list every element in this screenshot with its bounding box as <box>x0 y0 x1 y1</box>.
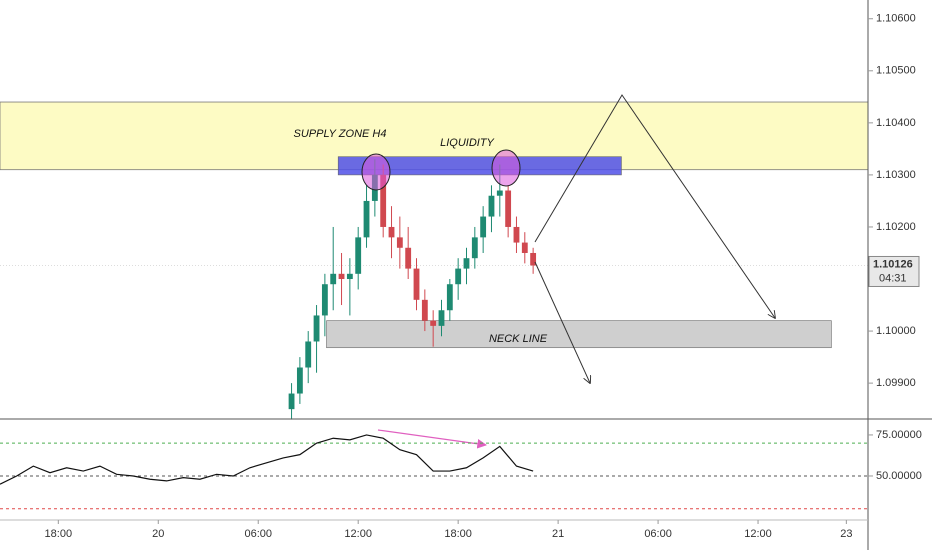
candle-body <box>455 268 462 285</box>
candle-body <box>338 273 345 280</box>
projection-arrow <box>534 261 590 383</box>
x-tick-label: 18:00 <box>45 528 73 540</box>
x-tick-label: 06:00 <box>644 528 672 540</box>
x-tick-label: 12:00 <box>744 528 772 540</box>
x-tick-label: 18:00 <box>444 528 472 540</box>
x-tick-label: 06:00 <box>244 528 272 540</box>
zone <box>337 156 622 176</box>
candle-body <box>413 268 420 300</box>
candle-body <box>505 190 512 227</box>
y-tick-label: 1.10500 <box>876 65 916 77</box>
candle-body <box>346 273 353 280</box>
y-tick-label: 1.09900 <box>876 377 916 389</box>
y-tick-label: 1.10200 <box>876 221 916 233</box>
x-tick-label: 23 <box>840 528 852 540</box>
candle-body <box>363 200 370 238</box>
x-tick-label: 12:00 <box>344 528 372 540</box>
y-tick-label: 1.10400 <box>876 117 916 129</box>
zone-label: SUPPLY ZONE H4 <box>294 128 387 140</box>
candle-body <box>380 174 387 227</box>
candle-body <box>521 242 528 253</box>
candle-body <box>438 310 445 326</box>
projection-arrow <box>534 94 775 318</box>
candle-body <box>471 237 478 259</box>
last-price-label: 1.10126 <box>873 258 913 270</box>
candle-body <box>355 237 362 274</box>
candle-body <box>480 216 487 238</box>
candle-body <box>313 315 320 342</box>
x-tick-label: 21 <box>552 528 564 540</box>
candle-body <box>496 190 503 196</box>
candle-body <box>513 226 520 243</box>
y-tick-label: 1.10000 <box>876 325 916 337</box>
zone-label: NECK LINE <box>489 333 548 345</box>
drawings <box>361 94 775 449</box>
circle-marker <box>361 153 391 191</box>
oscillator-line <box>0 434 534 485</box>
candle-body <box>446 284 453 311</box>
zone <box>326 320 832 349</box>
candle-body <box>396 237 403 248</box>
divergence-arrow <box>377 429 487 449</box>
last-price-box <box>868 255 920 287</box>
candle-body <box>330 273 337 285</box>
countdown: 04:31 <box>879 272 907 284</box>
candle-body <box>296 367 303 394</box>
zone-label: LIQUIDITY <box>440 137 494 149</box>
candle-body <box>530 252 537 266</box>
candle-body <box>421 299 428 321</box>
y-tick-label: 1.10600 <box>876 13 916 25</box>
candle-body <box>321 284 328 316</box>
candle-body <box>488 195 495 217</box>
x-tick-label: 20 <box>152 528 164 540</box>
y-tick-label: 1.10300 <box>876 169 916 181</box>
y-tick-label: 75.00000 <box>876 429 922 441</box>
candle-body <box>463 258 470 269</box>
candle-body <box>388 226 395 238</box>
candle-body <box>288 393 295 410</box>
candle-body <box>430 320 437 326</box>
y-tick-label: 50.00000 <box>876 470 922 482</box>
candle-body <box>405 247 412 269</box>
circle-marker <box>491 149 521 187</box>
candle-body <box>305 341 312 368</box>
